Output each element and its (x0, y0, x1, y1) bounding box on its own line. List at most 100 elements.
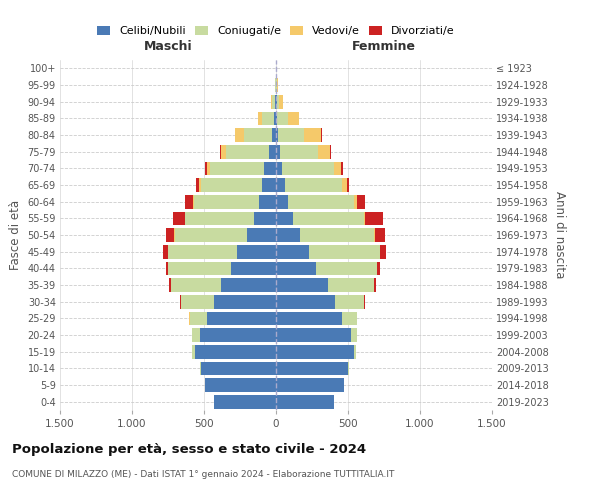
Text: COMUNE DI MILAZZO (ME) - Dati ISTAT 1° gennaio 2024 - Elaborazione TUTTITALIA.IT: COMUNE DI MILAZZO (ME) - Dati ISTAT 1° g… (12, 470, 394, 479)
Bar (364, 212, 365, 225)
Bar (166, 228, 175, 242)
Bar (205, 162, 207, 175)
Bar (377, 262, 380, 275)
Bar (272, 128, 276, 142)
Bar (262, 112, 274, 125)
Bar (276, 345, 354, 358)
Bar (271, 95, 272, 108)
Bar (237, 245, 276, 258)
Bar (374, 228, 375, 242)
Bar (244, 128, 272, 142)
Bar (193, 195, 194, 208)
Bar (276, 278, 328, 292)
Bar (364, 295, 365, 308)
Bar (365, 212, 383, 225)
Bar (278, 128, 304, 142)
Bar (276, 378, 344, 392)
Bar (348, 362, 349, 375)
Bar (196, 345, 276, 358)
Bar (284, 178, 342, 192)
Bar (214, 395, 276, 408)
Bar (276, 178, 284, 192)
Bar (226, 145, 269, 158)
Bar (205, 378, 276, 392)
Bar (193, 328, 200, 342)
Bar (316, 262, 377, 275)
Bar (235, 128, 244, 142)
Bar (232, 262, 276, 275)
Bar (196, 178, 199, 192)
Bar (276, 362, 348, 375)
Bar (276, 328, 351, 342)
Bar (180, 295, 181, 308)
Bar (354, 195, 356, 208)
Bar (272, 95, 275, 108)
Bar (173, 212, 185, 225)
Bar (276, 128, 278, 142)
Bar (293, 212, 364, 225)
Bar (342, 178, 347, 192)
Bar (274, 112, 276, 125)
Bar (210, 162, 265, 175)
Bar (275, 95, 276, 108)
Bar (277, 112, 287, 125)
Bar (171, 278, 221, 292)
Bar (199, 178, 201, 192)
Bar (287, 112, 299, 125)
Bar (276, 145, 280, 158)
Y-axis label: Anni di nascita: Anni di nascita (553, 192, 566, 278)
Bar (356, 195, 365, 208)
Bar (276, 395, 334, 408)
Bar (287, 195, 354, 208)
Bar (279, 95, 283, 108)
Bar (328, 278, 374, 292)
Bar (175, 228, 247, 242)
Bar (169, 278, 170, 292)
Bar (334, 162, 341, 175)
Y-axis label: Fasce di età: Fasce di età (9, 200, 22, 270)
Bar (276, 95, 277, 108)
Bar (276, 212, 293, 225)
Bar (262, 178, 276, 192)
Bar (201, 178, 262, 192)
Bar (276, 312, 342, 325)
Bar (280, 145, 319, 158)
Legend: Celibi/Nubili, Coniugati/e, Vedovi/e, Divorziati/e: Celibi/Nubili, Coniugati/e, Vedovi/e, Di… (95, 24, 457, 38)
Bar (200, 362, 201, 375)
Bar (276, 162, 282, 175)
Bar (380, 245, 386, 258)
Bar (163, 245, 167, 258)
Bar (221, 278, 276, 292)
Bar (166, 262, 168, 275)
Bar (259, 195, 276, 208)
Bar (220, 145, 221, 158)
Bar (276, 195, 287, 208)
Bar (185, 212, 254, 225)
Bar (207, 312, 276, 325)
Bar (277, 78, 278, 92)
Text: Maschi: Maschi (143, 40, 193, 54)
Bar (335, 295, 364, 308)
Bar (185, 195, 193, 208)
Text: Femmine: Femmine (352, 40, 416, 54)
Bar (168, 262, 232, 275)
Bar (276, 262, 316, 275)
Bar (207, 162, 210, 175)
Bar (200, 328, 276, 342)
Bar (254, 212, 276, 225)
Bar (276, 112, 277, 125)
Bar (168, 245, 237, 258)
Bar (214, 295, 276, 308)
Bar (282, 162, 334, 175)
Bar (342, 312, 356, 325)
Bar (269, 145, 276, 158)
Bar (181, 295, 214, 308)
Bar (221, 145, 226, 158)
Bar (190, 312, 207, 325)
Bar (347, 178, 349, 192)
Bar (276, 228, 301, 242)
Bar (276, 295, 335, 308)
Bar (330, 145, 331, 158)
Bar (319, 145, 330, 158)
Bar (194, 195, 259, 208)
